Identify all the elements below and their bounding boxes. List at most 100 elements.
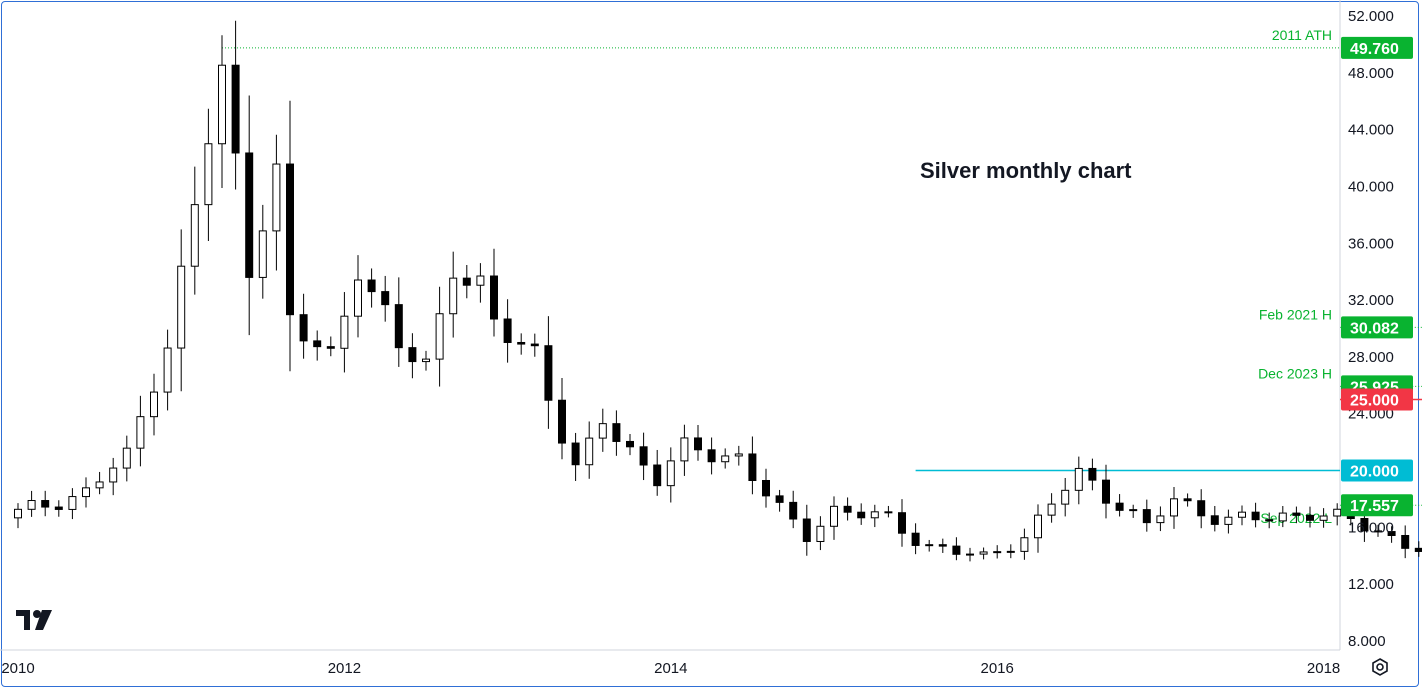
candle xyxy=(258,204,267,299)
candle xyxy=(163,329,172,411)
candle xyxy=(721,448,730,469)
candle xyxy=(503,299,512,363)
price-badge: 30.082 xyxy=(1341,316,1413,339)
candle xyxy=(435,286,444,387)
candle xyxy=(775,489,784,512)
candle xyxy=(898,499,906,547)
candle xyxy=(748,436,757,495)
candle xyxy=(734,445,743,466)
candle xyxy=(1129,504,1138,518)
candle xyxy=(925,539,934,552)
svg-text:20.000: 20.000 xyxy=(1350,464,1399,481)
candle xyxy=(843,497,852,521)
candle xyxy=(694,424,702,461)
price-badge: 49.760 xyxy=(1341,36,1413,59)
candle xyxy=(313,330,322,361)
price-badge: 25.000 xyxy=(1341,388,1413,411)
price-badge: 20.000 xyxy=(1341,459,1413,482)
x-tick-label: 2012 xyxy=(328,660,361,677)
candle xyxy=(571,432,580,481)
candle xyxy=(1142,499,1151,532)
candle xyxy=(816,516,825,551)
candle xyxy=(150,373,158,436)
candle xyxy=(1238,505,1246,526)
gear-icon[interactable] xyxy=(1372,658,1388,676)
y-tick-label: 12.000 xyxy=(1348,576,1394,593)
candle xyxy=(54,500,63,517)
candle xyxy=(1414,541,1422,557)
level-annotation: 2011 ATH xyxy=(1272,27,1332,43)
svg-text:49.760: 49.760 xyxy=(1350,41,1399,58)
candle xyxy=(82,477,90,508)
candle xyxy=(680,424,689,476)
candle xyxy=(245,95,254,336)
candle xyxy=(1374,524,1382,537)
candle xyxy=(136,395,145,467)
svg-text:17.557: 17.557 xyxy=(1350,498,1399,515)
candle xyxy=(626,434,634,456)
candle xyxy=(979,547,988,560)
candle xyxy=(340,292,349,373)
candle xyxy=(218,35,226,188)
candle xyxy=(530,333,539,357)
candle xyxy=(1034,504,1042,553)
candle xyxy=(884,505,893,518)
candle xyxy=(354,255,362,338)
y-tick-label: 32.000 xyxy=(1348,292,1394,309)
candle xyxy=(857,503,866,525)
candle xyxy=(598,408,607,452)
x-tick-label: 2014 xyxy=(654,660,687,677)
candle xyxy=(1306,506,1314,528)
candle xyxy=(1170,487,1178,529)
candle xyxy=(762,468,770,508)
candle xyxy=(1387,526,1396,543)
candle xyxy=(1115,494,1124,517)
y-tick-label: 16.000 xyxy=(1348,519,1394,536)
candle xyxy=(966,547,974,562)
svg-text:25.000: 25.000 xyxy=(1350,393,1399,410)
candle xyxy=(585,421,594,479)
candle xyxy=(1224,509,1233,534)
candle xyxy=(422,350,430,371)
candle xyxy=(462,265,471,299)
candle xyxy=(639,432,648,481)
candle xyxy=(789,490,798,529)
candle xyxy=(449,251,458,338)
candle xyxy=(394,277,403,367)
candle xyxy=(707,437,716,475)
candle xyxy=(1074,456,1083,505)
candle xyxy=(122,435,131,482)
candle xyxy=(231,20,240,190)
candle xyxy=(653,449,662,496)
candle xyxy=(1047,493,1056,523)
candle xyxy=(1183,493,1192,507)
x-tick-label: 2010 xyxy=(1,660,34,677)
chart-title: Silver monthly chart xyxy=(920,158,1132,183)
y-tick-label: 52.000 xyxy=(1348,8,1394,25)
candle xyxy=(938,538,947,553)
candle xyxy=(286,100,294,372)
candle xyxy=(911,523,920,555)
candle xyxy=(204,108,213,242)
candle xyxy=(1401,525,1410,559)
candle xyxy=(612,410,621,456)
y-tick-label: 40.000 xyxy=(1348,178,1394,195)
candle xyxy=(109,457,118,496)
candle xyxy=(490,248,498,337)
y-tick-label: 36.000 xyxy=(1348,235,1394,252)
candle xyxy=(381,275,390,322)
candle xyxy=(1088,458,1097,491)
candle xyxy=(870,504,879,528)
candle xyxy=(952,537,961,561)
candle xyxy=(1020,528,1029,560)
candle xyxy=(1006,544,1015,559)
y-tick-label: 8.000 xyxy=(1348,633,1386,650)
level-line: Feb 2021 H xyxy=(1259,306,1422,328)
candle xyxy=(95,471,104,495)
candle xyxy=(326,336,335,357)
candle xyxy=(299,293,308,359)
candle xyxy=(1210,505,1219,532)
candle xyxy=(1102,464,1110,519)
svg-text:30.082: 30.082 xyxy=(1350,320,1399,337)
